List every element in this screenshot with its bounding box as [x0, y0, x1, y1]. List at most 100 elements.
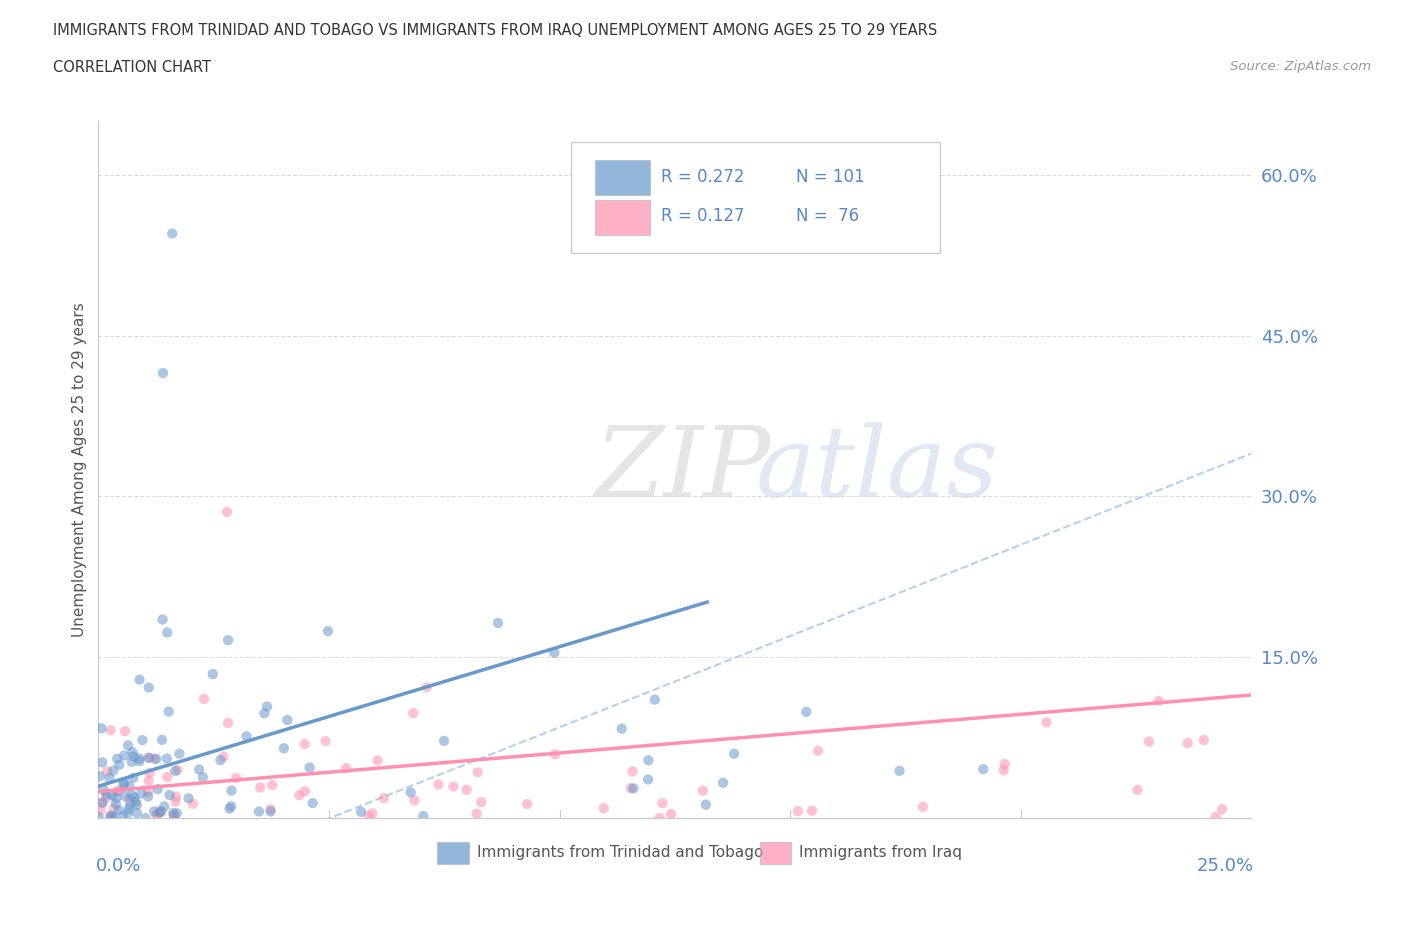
Point: [191, 770, 214, 785]
Point: [467, 765, 489, 780]
Text: 25.0%: 25.0%: [1197, 857, 1254, 875]
FancyBboxPatch shape: [571, 142, 941, 254]
Point: [138, 765, 160, 780]
Point: [416, 680, 439, 695]
Point: [433, 734, 456, 749]
Point: [149, 804, 172, 818]
Point: [1035, 715, 1057, 730]
Point: [441, 779, 464, 794]
Point: [350, 804, 373, 819]
Point: [114, 724, 136, 738]
Text: CORRELATION CHART: CORRELATION CHART: [53, 60, 211, 75]
Point: [1126, 782, 1149, 797]
Point: [87, 810, 110, 825]
Text: R = 0.272: R = 0.272: [661, 167, 745, 186]
Point: [103, 764, 125, 778]
Point: [91, 755, 114, 770]
Point: [128, 751, 150, 766]
Y-axis label: Unemployment Among Ages 25 to 29 years: Unemployment Among Ages 25 to 29 years: [72, 302, 87, 637]
Text: ZIP: ZIP: [595, 422, 770, 517]
Point: [1177, 736, 1199, 751]
Point: [315, 734, 337, 749]
Point: [262, 777, 284, 792]
Point: [357, 809, 380, 824]
FancyBboxPatch shape: [761, 843, 792, 865]
Point: [121, 745, 143, 760]
Point: [651, 796, 673, 811]
Point: [465, 806, 488, 821]
Point: [105, 790, 128, 805]
Point: [91, 795, 114, 810]
Point: [253, 706, 276, 721]
Point: [145, 751, 167, 766]
Point: [177, 790, 200, 805]
Point: [807, 743, 830, 758]
Point: [131, 733, 153, 748]
Point: [1137, 734, 1160, 749]
Point: [794, 704, 817, 719]
Point: [108, 757, 131, 772]
Point: [637, 753, 659, 768]
Point: [911, 799, 934, 814]
Point: [112, 777, 135, 791]
Point: [118, 802, 141, 817]
Point: [146, 806, 169, 821]
Point: [166, 763, 188, 777]
Point: [96, 790, 118, 804]
Point: [156, 770, 179, 785]
Text: N =  76: N = 76: [796, 207, 859, 225]
Point: [1211, 802, 1233, 817]
Point: [156, 625, 179, 640]
Point: [273, 741, 295, 756]
Point: [695, 797, 717, 812]
Point: [143, 804, 166, 818]
Point: [412, 809, 434, 824]
Point: [972, 762, 994, 777]
Point: [100, 808, 122, 823]
Point: [399, 785, 422, 800]
Point: [621, 764, 644, 779]
Point: [165, 764, 187, 778]
Point: [138, 751, 160, 765]
Point: [118, 778, 141, 793]
Text: N = 101: N = 101: [796, 167, 865, 186]
FancyBboxPatch shape: [437, 843, 468, 865]
Point: [89, 769, 111, 784]
Point: [143, 751, 166, 766]
Point: [149, 805, 172, 820]
Point: [128, 753, 150, 768]
Point: [623, 781, 645, 796]
Point: [100, 788, 122, 803]
Point: [121, 788, 143, 803]
Point: [644, 692, 666, 707]
Point: [889, 764, 911, 778]
FancyBboxPatch shape: [595, 160, 650, 195]
Point: [404, 793, 426, 808]
Point: [134, 811, 156, 826]
Point: [659, 806, 682, 821]
Point: [165, 794, 187, 809]
Point: [256, 699, 278, 714]
Point: [215, 504, 238, 519]
FancyBboxPatch shape: [595, 200, 650, 234]
Point: [107, 783, 129, 798]
Point: [219, 799, 242, 814]
Point: [150, 804, 173, 819]
Point: [162, 805, 184, 820]
Point: [108, 803, 131, 817]
Point: [98, 771, 121, 786]
Point: [247, 804, 270, 819]
Point: [117, 737, 139, 752]
Point: [993, 763, 1015, 777]
Point: [96, 764, 118, 778]
Point: [235, 729, 257, 744]
Point: [138, 751, 160, 765]
Point: [163, 809, 186, 824]
Point: [118, 791, 141, 806]
Point: [93, 782, 115, 797]
Point: [592, 801, 614, 816]
Point: [125, 805, 148, 820]
Point: [96, 787, 118, 802]
Point: [124, 790, 146, 804]
Point: [181, 796, 204, 811]
